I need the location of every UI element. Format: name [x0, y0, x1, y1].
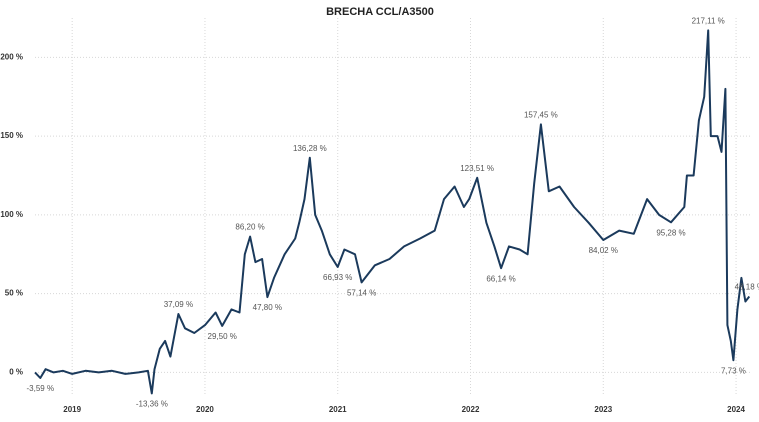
data-label: -3,59 % — [27, 384, 55, 393]
data-label: 47,80 % — [253, 303, 282, 312]
x-tick-label: 2019 — [63, 405, 81, 414]
data-label: 29,50 % — [208, 332, 237, 341]
data-label: 95,28 % — [656, 228, 685, 237]
data-label: -13,36 % — [136, 400, 168, 409]
data-label: 37,09 % — [164, 300, 193, 309]
chart-title: BRECHA CCL/A3500 — [326, 6, 434, 18]
y-tick-label: 50 % — [5, 289, 23, 298]
x-tick-label: 2024 — [727, 405, 745, 414]
data-label: 217,11 % — [692, 17, 725, 26]
data-label: 86,20 % — [235, 223, 264, 232]
data-label: 57,14 % — [347, 288, 376, 297]
y-tick-label: 200 % — [0, 52, 23, 61]
y-tick-label: 150 % — [0, 131, 23, 140]
data-label: 7,73 % — [721, 366, 746, 375]
x-tick-label: 2022 — [462, 405, 480, 414]
line — [34, 29, 751, 395]
y-tick-label: 0 % — [9, 367, 23, 376]
data-label: 123,51 % — [460, 164, 494, 173]
data-label: 84,02 % — [589, 246, 618, 255]
y-tick-label: 100 % — [0, 210, 23, 219]
data-label: 66,93 % — [323, 273, 352, 282]
x-tick-label: 2021 — [329, 405, 347, 414]
data-label: 48,18 % — [735, 283, 759, 292]
data-label: 136,28 % — [293, 144, 327, 153]
x-tick-label: 2020 — [196, 405, 214, 414]
x-tick-label: 2023 — [594, 405, 612, 414]
data-label: 66,14 % — [486, 274, 515, 283]
data-label: 157,45 % — [524, 111, 558, 120]
